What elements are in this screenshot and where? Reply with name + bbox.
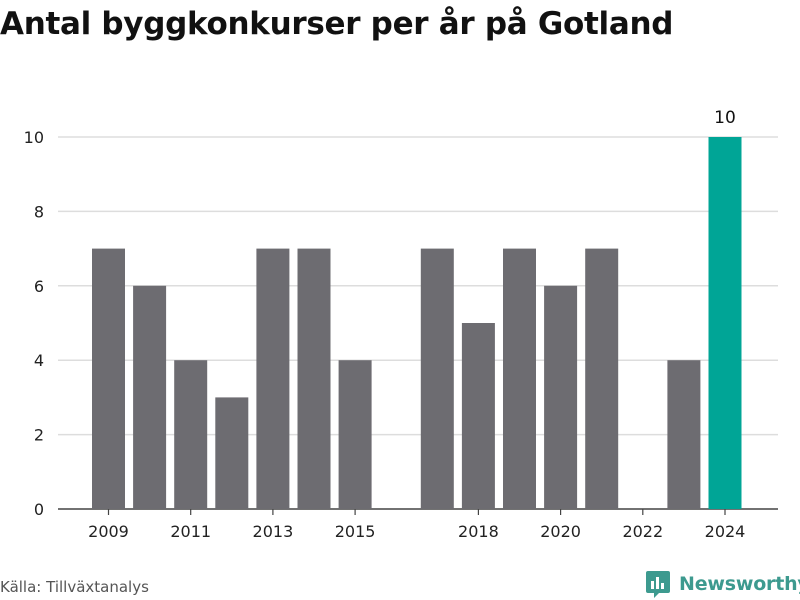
y-tick-label-4: 4 [34, 351, 44, 370]
bar-2018 [461, 323, 495, 509]
data-label-2024: 10 [714, 108, 736, 128]
bar-2021 [585, 248, 619, 509]
bar-2023 [667, 360, 701, 509]
bar-2010 [133, 285, 167, 509]
bar-2019 [503, 248, 536, 509]
y-tick-label-2: 2 [34, 426, 44, 445]
bar-2017 [420, 248, 454, 509]
y-tick-label-8: 8 [34, 202, 44, 221]
bar-2009 [92, 248, 125, 509]
chart-title: Antal byggkonkurser per år på Gotland [0, 6, 674, 42]
bar-2015 [338, 360, 372, 509]
x-tick-label-2015: 2015 [335, 522, 376, 541]
x-tick-label-2018: 2018 [458, 522, 499, 541]
x-tick-label-2011: 2011 [170, 522, 211, 541]
brand-logo: Newsworthy [645, 569, 800, 599]
brand-name: Newsworthy [679, 573, 800, 595]
x-tick-label-2020: 2020 [540, 522, 581, 541]
x-tick-label-2013: 2013 [253, 522, 294, 541]
bar-2011 [174, 360, 208, 509]
bar-2020 [544, 285, 578, 509]
bar-2014 [297, 248, 331, 509]
bar-2012 [215, 397, 249, 509]
bars [92, 137, 742, 509]
bar-2013 [256, 248, 290, 509]
y-tick-label-0: 0 [34, 500, 44, 519]
data-labels: 10 [714, 108, 736, 128]
source-note: Källa: Tillväxtanalys [0, 578, 149, 596]
x-axis-ticks: 2009 2011 2013 2015 2018 2020 2022 2024 [88, 509, 745, 541]
bar-chart-speech-bubble-icon [646, 571, 670, 598]
bar-2024 [708, 137, 742, 509]
x-tick-label-2022: 2022 [622, 522, 663, 541]
x-tick-label-2024: 2024 [705, 522, 746, 541]
y-tick-label-10: 10 [24, 128, 44, 147]
y-axis-ticks: 0 2 4 6 8 10 [24, 128, 44, 519]
x-tick-label-2009: 2009 [88, 522, 129, 541]
y-tick-label-6: 6 [34, 277, 44, 296]
